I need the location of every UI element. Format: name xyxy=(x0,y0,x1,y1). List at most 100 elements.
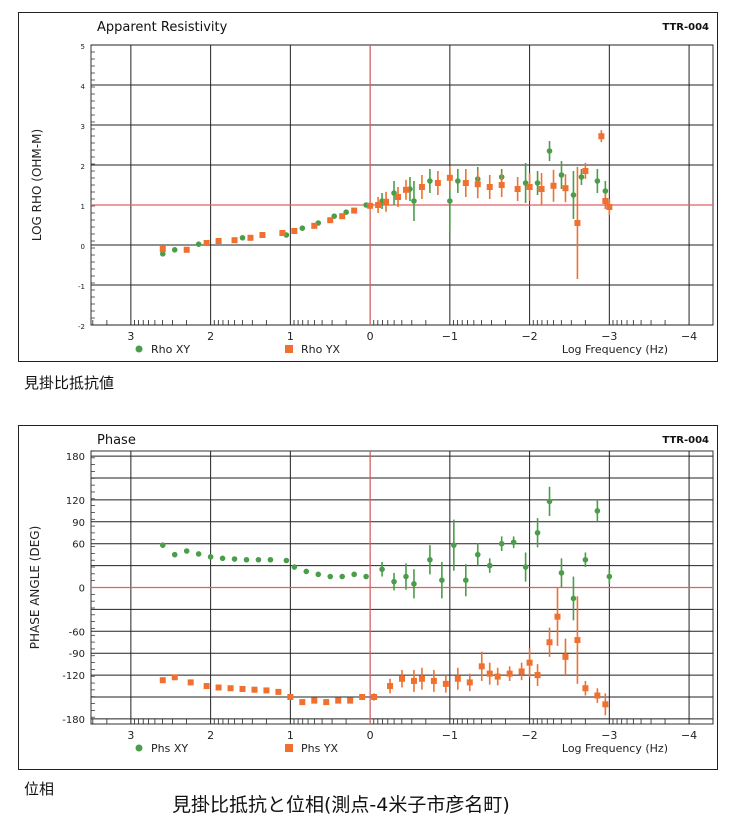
phase-point-yx xyxy=(323,699,330,706)
rho-point-xy xyxy=(427,178,433,184)
phase-point-xy xyxy=(411,581,417,587)
phase-point-xy xyxy=(462,577,469,584)
phase-point-yx xyxy=(418,675,425,682)
phase-point-yx xyxy=(454,675,461,682)
rho-xtick-label: −2 xyxy=(521,330,537,343)
rho-plot-frame xyxy=(90,44,714,326)
phase-point-xy xyxy=(498,540,505,547)
rho-point-yx xyxy=(602,198,609,204)
phase-point-yx xyxy=(518,668,525,675)
phase-chart-title: Phase xyxy=(97,433,136,448)
rho-point-yx xyxy=(562,185,569,192)
phase-ytick-label: -180 xyxy=(62,715,85,726)
rho-point-yx xyxy=(279,230,286,236)
phase-xtick-label: 3 xyxy=(127,729,134,742)
phase-point-xy xyxy=(558,570,565,576)
phase-point-yx xyxy=(478,663,485,670)
phase-legend-label: Phs YX xyxy=(301,742,339,755)
rho-chart-panel: Apparent Resistivity TTR-004 -2 -1 0 1 2 3 4 5 3… xyxy=(18,12,718,362)
phase-xtick-label: −1 xyxy=(442,729,458,742)
rho-point-xy xyxy=(455,178,461,184)
rho-point-yx xyxy=(351,207,358,214)
rho-point-xy xyxy=(239,235,246,241)
phase-point-yx xyxy=(430,677,437,684)
phase-point-xy xyxy=(570,595,577,602)
phase-point-xy xyxy=(486,562,493,569)
phase-point-yx xyxy=(203,683,210,690)
phase-point-xy xyxy=(267,556,274,563)
phase-point-yx xyxy=(311,697,318,704)
phase-point-xy xyxy=(159,542,166,548)
phase-point-yx xyxy=(263,687,270,694)
phase-point-yx xyxy=(335,697,342,704)
rho-point-yx xyxy=(215,238,222,244)
phase-legend-marker-xy xyxy=(135,744,143,752)
rho-point-yx xyxy=(367,202,374,209)
rho-xtick-label: 2 xyxy=(207,330,214,343)
phase-point-xy xyxy=(594,508,601,514)
rho-chart-svg: -2 -1 0 1 2 3 4 5 3 2 1 0 −1 −2 −3 −4 LOG RHO (OHM-M) Log… xyxy=(30,43,714,356)
phase-point-xy xyxy=(451,542,457,548)
rho-point-yx xyxy=(498,182,505,188)
rho-point-yx xyxy=(183,246,190,253)
phase-point-xy xyxy=(207,554,214,560)
rho-point-xy xyxy=(546,148,553,154)
rho-point-yx xyxy=(203,240,210,246)
rho-ytick-label: -1 xyxy=(78,283,85,291)
phase-point-xy xyxy=(510,539,517,546)
rho-point-yx xyxy=(291,228,298,234)
rho-point-xy xyxy=(578,174,585,180)
rho-point-yx xyxy=(259,232,266,238)
phase-point-yx xyxy=(562,653,569,660)
rho-point-xy xyxy=(570,192,577,198)
phase-point-xy xyxy=(534,529,541,536)
phase-point-yx xyxy=(359,693,366,700)
phase-point-yx xyxy=(399,675,405,682)
phase-ytick-label: 0 xyxy=(79,584,85,595)
rho-xtick-label: 3 xyxy=(127,330,134,343)
phase-ytick-label: 180 xyxy=(66,452,85,463)
main-caption: 見掛比抵抗と位相(測点-4米子市彦名町) xyxy=(172,794,510,816)
phase-point-xy xyxy=(546,498,553,505)
phase-point-yx xyxy=(251,686,258,693)
rho-point-yx xyxy=(247,234,254,241)
rho-chart-station-id: TTR-004 xyxy=(662,22,709,33)
phase-legend-label: Phs XY xyxy=(151,742,188,755)
phase-xtick-label: −2 xyxy=(521,729,537,742)
rho-point-xy xyxy=(195,241,202,247)
phase-xtick-label: −3 xyxy=(601,729,617,742)
phase-point-yx xyxy=(410,677,417,684)
rho-point-yx xyxy=(159,246,166,252)
phase-caption: 位相 xyxy=(24,780,55,798)
phase-ytick-label: -60 xyxy=(69,627,85,638)
rho-point-xy xyxy=(159,251,166,257)
phase-point-yx xyxy=(602,701,609,708)
rho-point-xy xyxy=(299,225,306,231)
phase-point-yx xyxy=(215,684,222,691)
rho-point-yx xyxy=(474,181,481,188)
rho-point-yx xyxy=(395,194,402,200)
rho-point-yx xyxy=(486,184,493,190)
phase-point-yx xyxy=(159,677,166,684)
phase-point-yx xyxy=(275,688,282,695)
rho-ytick-label: 3 xyxy=(81,123,85,131)
phase-ytick-label: 120 xyxy=(66,496,85,507)
phase-point-yx xyxy=(506,670,513,677)
phase-point-xy xyxy=(403,573,409,580)
phase-point-yx xyxy=(287,693,294,700)
rho-ytick-label: 0 xyxy=(81,243,85,251)
phase-xtick-label: −4 xyxy=(681,729,697,742)
rho-xtick-label: 1 xyxy=(287,330,294,343)
rho-chart-title: Apparent Resistivity xyxy=(97,20,228,35)
rho-point-yx xyxy=(538,186,545,192)
phase-ytick-label: 90 xyxy=(72,518,85,529)
rho-point-xy xyxy=(447,198,453,204)
phase-chart-station-id: TTR-004 xyxy=(662,435,709,446)
phase-point-xy xyxy=(339,573,345,580)
phase-point-yx xyxy=(494,673,501,680)
phase-xtick-label: 1 xyxy=(287,729,294,742)
rho-legend-marker-yx xyxy=(285,345,293,353)
rho-point-yx xyxy=(598,133,605,140)
rho-point-yx xyxy=(582,168,589,174)
rho-legend-marker-xy xyxy=(135,345,143,353)
